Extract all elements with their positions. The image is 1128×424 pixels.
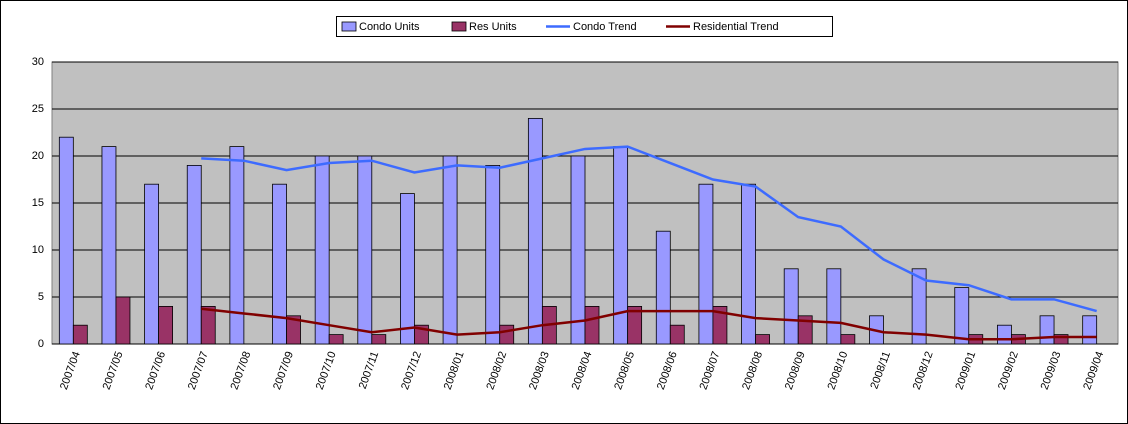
bar (144, 183, 160, 345)
bar (72, 324, 88, 345)
bar (101, 146, 117, 345)
bar (499, 324, 515, 345)
bar (627, 305, 643, 345)
legend-label: Condo Units (359, 21, 420, 33)
bar (997, 324, 1012, 345)
bar (712, 305, 728, 345)
bar (442, 155, 458, 345)
y-tick-label: 10 (32, 244, 44, 256)
bar (200, 305, 216, 345)
bar (527, 118, 543, 345)
legend (336, 16, 833, 37)
bar (669, 324, 685, 345)
legend-label: Condo Trend (573, 21, 637, 33)
bar (570, 155, 586, 345)
bar (840, 334, 856, 345)
y-tick-label: 25 (32, 103, 44, 115)
bar (783, 268, 799, 345)
bar (1039, 315, 1055, 345)
bar (272, 183, 287, 345)
bar (158, 305, 174, 345)
bar (655, 230, 671, 345)
trend-line (201, 145, 1098, 313)
legend-swatch (451, 21, 467, 32)
bar (286, 315, 301, 345)
bar (954, 287, 970, 345)
y-tick-label: 5 (38, 291, 44, 303)
bar (741, 183, 756, 345)
bar (357, 155, 373, 345)
legend-swatch (341, 21, 357, 32)
bar (797, 315, 813, 345)
legend-label: Res Units (469, 21, 517, 33)
bar (1053, 334, 1069, 345)
bar (400, 193, 415, 345)
bar (826, 268, 842, 345)
bar (755, 334, 770, 345)
y-tick-label: 30 (32, 56, 44, 68)
bar (1082, 315, 1098, 345)
bar (314, 155, 330, 345)
bar (328, 334, 344, 345)
legend-label: Residential Trend (693, 21, 779, 33)
y-tick-label: 0 (38, 338, 44, 350)
bar (58, 136, 74, 345)
bar (186, 164, 202, 345)
bar (371, 334, 387, 345)
y-tick-label: 20 (32, 150, 44, 162)
bar (485, 164, 501, 345)
bar (115, 296, 131, 345)
bar (229, 146, 245, 345)
bar (911, 268, 927, 345)
trend-line (201, 307, 1097, 341)
y-tick-label: 15 (32, 197, 44, 209)
bar (698, 183, 714, 345)
bar (584, 305, 600, 345)
